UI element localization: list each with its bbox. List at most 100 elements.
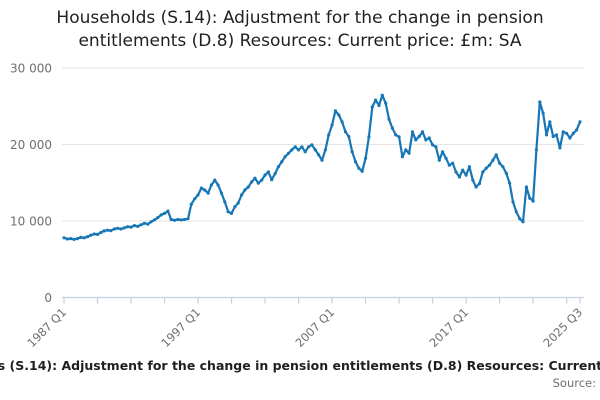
data-point	[327, 133, 331, 137]
data-point	[374, 98, 378, 102]
data-point	[196, 193, 200, 197]
data-point	[390, 126, 394, 130]
y-axis-tick-label: 0	[44, 291, 52, 305]
data-point	[99, 230, 103, 235]
x-axis-tick-label: 2025 Q3	[540, 305, 585, 350]
data-point	[303, 150, 307, 154]
data-point	[317, 153, 321, 157]
data-point	[246, 185, 250, 189]
data-point	[142, 221, 146, 225]
data-point	[330, 123, 334, 127]
data-point	[420, 130, 425, 134]
data-point	[464, 173, 468, 177]
data-point	[273, 172, 277, 176]
data-point	[313, 148, 317, 152]
data-point	[320, 158, 324, 162]
data-point	[300, 145, 304, 149]
data-point	[179, 218, 183, 222]
data-point	[521, 220, 525, 224]
data-point	[286, 151, 291, 155]
data-point	[62, 236, 66, 240]
data-point	[72, 237, 76, 241]
chart-title: Households (S.14): Adjustment for the ch…	[56, 8, 544, 51]
data-point	[253, 176, 257, 180]
data-point	[146, 222, 150, 226]
data-point	[367, 135, 371, 139]
data-point	[454, 170, 458, 174]
data-point	[357, 166, 361, 170]
data-point	[417, 134, 421, 139]
data-point	[186, 217, 190, 221]
data-point	[206, 191, 210, 195]
x-axis-tick-label: 1987 Q1	[24, 305, 69, 350]
data-point	[209, 183, 213, 187]
data-point	[370, 105, 374, 109]
data-point	[501, 165, 505, 169]
y-axis-tick-label: 10 000	[10, 215, 52, 229]
data-point	[162, 211, 167, 215]
data-point	[126, 225, 130, 229]
data-point	[340, 120, 344, 124]
data-point	[477, 181, 482, 186]
data-point	[350, 150, 354, 154]
data-point	[575, 128, 579, 132]
data-point	[364, 156, 368, 160]
data-point	[471, 178, 475, 182]
data-point	[394, 133, 398, 137]
data-point	[404, 148, 408, 152]
data-point	[534, 148, 539, 152]
data-point	[474, 185, 478, 189]
data-point	[240, 193, 244, 197]
data-point	[504, 171, 508, 175]
data-point	[571, 131, 575, 135]
data-point	[112, 227, 116, 231]
data-point	[250, 180, 254, 184]
x-axis-tick-label: 2017 Q1	[426, 305, 471, 350]
data-point	[441, 150, 445, 154]
data-point	[427, 136, 431, 140]
chart-footer-caption: s (S.14): Adjustment for the change in p…	[0, 358, 600, 373]
data-point	[467, 165, 471, 169]
data-point	[85, 235, 90, 239]
data-point	[380, 93, 384, 97]
data-point	[384, 101, 388, 105]
data-point	[95, 232, 100, 236]
data-point	[457, 175, 461, 179]
y-axis-tick-label: 30 000	[10, 62, 52, 76]
data-point	[347, 134, 351, 139]
data-point	[266, 170, 270, 174]
data-point	[491, 158, 495, 162]
data-point	[139, 223, 143, 227]
data-point	[494, 153, 498, 157]
data-point	[152, 218, 157, 222]
data-point	[223, 200, 227, 204]
data-point	[487, 163, 492, 167]
data-point	[106, 228, 110, 232]
data-point	[407, 151, 411, 155]
y-axis-tick-label: 20 000	[10, 138, 52, 152]
data-point	[169, 217, 173, 222]
data-point	[434, 145, 438, 149]
data-point	[524, 185, 529, 189]
data-point	[310, 143, 314, 147]
data-point	[554, 133, 559, 137]
data-point	[431, 143, 435, 147]
data-point	[82, 236, 86, 240]
data-point	[387, 117, 391, 121]
data-point	[159, 213, 163, 217]
data-point	[109, 229, 113, 233]
data-point	[360, 169, 364, 173]
data-point	[343, 130, 348, 134]
data-point	[203, 188, 207, 192]
data-point	[79, 235, 83, 239]
data-point	[528, 196, 532, 200]
data-point	[551, 134, 555, 139]
data-point	[541, 111, 545, 115]
data-point	[568, 136, 572, 140]
data-point	[116, 226, 120, 230]
data-point	[451, 161, 455, 165]
data-point	[283, 155, 287, 159]
data-point	[236, 201, 240, 205]
data-point	[444, 156, 448, 160]
